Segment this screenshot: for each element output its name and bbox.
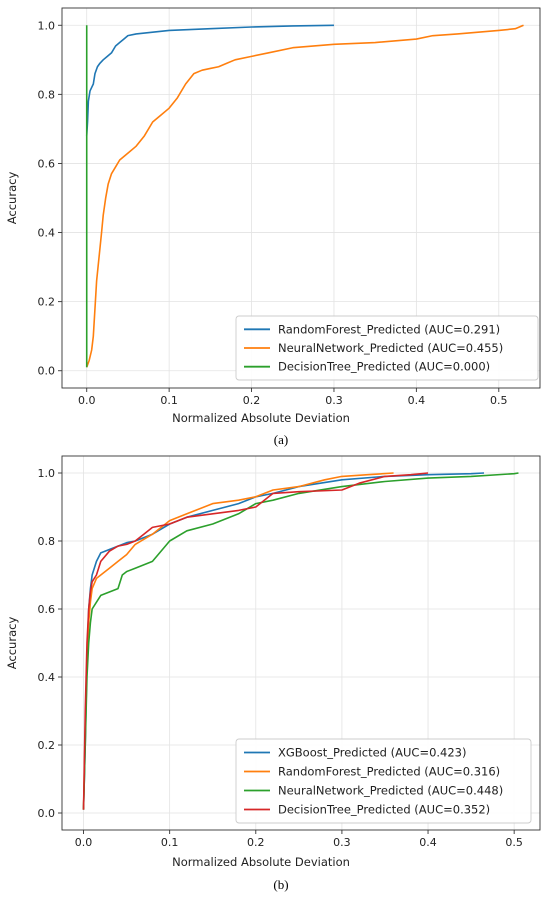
x-tick-label: 0.3 <box>333 836 351 849</box>
legend-entry: XGBoost_Predicted (AUC=0.423) <box>278 746 467 760</box>
y-axis-label: Accuracy <box>5 617 19 670</box>
legend-entry: NeuralNetwork_Predicted (AUC=0.448) <box>278 784 503 798</box>
plot-frame <box>61 7 541 389</box>
legend-entry: DecisionTree_Predicted (AUC=0.000) <box>278 360 490 374</box>
legend-entry: NeuralNetwork_Predicted (AUC=0.455) <box>278 341 503 355</box>
series-line-randomforest <box>85 24 334 136</box>
x-tick-label: 0.1 <box>161 836 179 849</box>
legend: RandomForest_Predicted (AUC=0.291) Neural… <box>235 315 539 381</box>
legend-box <box>235 738 532 824</box>
y-axis-label: Accuracy <box>5 172 19 225</box>
legend-entry: DecisionTree_Predicted (AUC=0.352) <box>278 803 490 817</box>
y-tick-label: 1.0 <box>38 467 56 480</box>
y-tick-label: 0.2 <box>38 739 56 752</box>
grid <box>62 8 540 388</box>
x-tick-label: 0.1 <box>160 394 178 407</box>
x-tick-label: 0.0 <box>75 836 93 849</box>
chart-panel-b: 0.0 0.1 0.2 0.3 0.4 0.5 0.0 0.2 0.4 0.6 0.8 1.0 Norm… <box>5 455 541 892</box>
x-tick-label: 0.3 <box>325 394 343 407</box>
series-line-randomforest <box>82 472 394 810</box>
y-tick-label: 0.4 <box>38 227 56 240</box>
y-tick-label: 0.4 <box>38 671 56 684</box>
x-tick-label: 0.5 <box>505 836 523 849</box>
series-line-neuralnetwork <box>82 472 519 810</box>
series-group <box>82 472 519 810</box>
legend-entry: RandomForest_Predicted (AUC=0.316) <box>278 765 500 779</box>
x-tick-label: 0.2 <box>243 394 261 407</box>
plot-frame <box>61 455 541 831</box>
y-tick-label: 1.0 <box>38 19 56 32</box>
x-axis-label: Normalized Absolute Deviation <box>172 855 350 869</box>
x-tick-label: 0.2 <box>247 836 265 849</box>
x-tick-label: 0.0 <box>78 394 96 407</box>
legend: XGBoost_Predicted (AUC=0.423) RandomFores… <box>235 738 532 824</box>
figure-caption: (a) <box>274 432 288 447</box>
series-group <box>85 24 524 368</box>
y-tick-label: 0.0 <box>38 365 56 378</box>
legend-box <box>235 315 539 381</box>
y-tick-label: 0.0 <box>38 807 56 820</box>
figure-caption: (b) <box>273 877 288 892</box>
x-tick-label: 0.4 <box>408 394 426 407</box>
x-tick-label: 0.4 <box>419 836 437 849</box>
legend-entry: RandomForest_Predicted (AUC=0.291) <box>278 322 500 336</box>
series-line-decisiontree <box>82 472 429 810</box>
y-tick-label: 0.8 <box>38 535 56 548</box>
series-line-neuralnetwork <box>85 24 524 368</box>
x-tick-label: 0.5 <box>490 394 508 407</box>
y-tick-label: 0.2 <box>38 296 56 309</box>
x-axis-label: Normalized Absolute Deviation <box>172 411 350 425</box>
y-tick-label: 0.6 <box>38 603 56 616</box>
y-tick-label: 0.6 <box>38 157 56 170</box>
y-tick-label: 0.8 <box>38 88 56 101</box>
chart-panel-a: 0.0 0.1 0.2 0.3 0.4 0.5 0.0 0.2 0.4 0.6 0.8 1.0 Norm… <box>5 7 541 447</box>
